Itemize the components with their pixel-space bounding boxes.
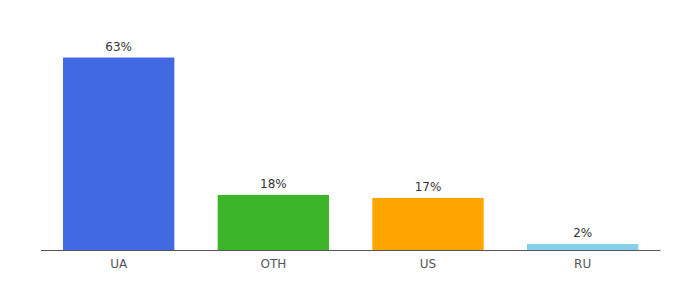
svg-text:2%: 2% [573,226,592,240]
svg-text:UA: UA [110,257,128,271]
svg-text:63%: 63% [105,40,132,54]
svg-text:RU: RU [574,257,591,271]
svg-text:US: US [420,257,436,271]
svg-text:18%: 18% [260,177,287,191]
svg-text:17%: 17% [415,180,442,194]
svg-text:OTH: OTH [260,257,286,271]
